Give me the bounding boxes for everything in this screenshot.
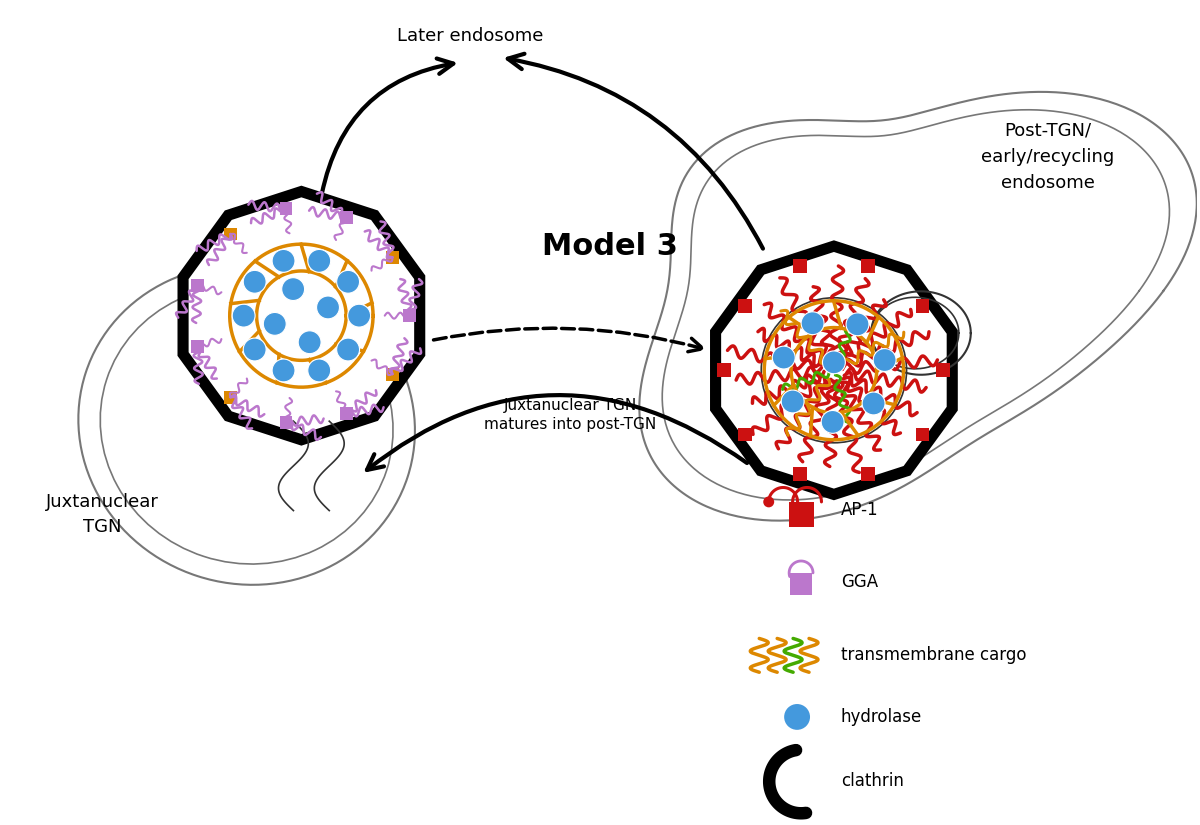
FancyBboxPatch shape — [790, 573, 812, 595]
Circle shape — [822, 351, 845, 374]
FancyBboxPatch shape — [936, 363, 950, 377]
Circle shape — [244, 338, 266, 361]
Circle shape — [773, 346, 796, 369]
FancyBboxPatch shape — [224, 228, 236, 240]
Polygon shape — [184, 191, 420, 440]
Circle shape — [244, 271, 266, 293]
Text: Later endosome: Later endosome — [397, 26, 544, 45]
Circle shape — [781, 390, 804, 413]
Circle shape — [233, 304, 256, 327]
Text: Juxtanuclear
TGN: Juxtanuclear TGN — [46, 493, 158, 535]
FancyBboxPatch shape — [191, 340, 204, 352]
Circle shape — [272, 359, 295, 382]
Circle shape — [821, 411, 844, 433]
Circle shape — [307, 249, 331, 272]
Circle shape — [317, 296, 340, 318]
FancyBboxPatch shape — [386, 251, 398, 264]
Circle shape — [862, 392, 886, 415]
FancyBboxPatch shape — [386, 368, 398, 380]
Circle shape — [874, 349, 896, 371]
FancyBboxPatch shape — [191, 279, 204, 292]
Text: Post-TGN/
early/recycling
endosome: Post-TGN/ early/recycling endosome — [982, 121, 1115, 192]
Circle shape — [272, 249, 295, 272]
FancyBboxPatch shape — [916, 427, 930, 441]
FancyBboxPatch shape — [860, 467, 875, 481]
Circle shape — [337, 271, 360, 293]
Circle shape — [263, 313, 287, 335]
Circle shape — [298, 331, 322, 354]
Text: hydrolase: hydrolase — [841, 708, 922, 726]
FancyBboxPatch shape — [340, 408, 353, 421]
FancyBboxPatch shape — [738, 427, 752, 441]
Text: transmembrane cargo: transmembrane cargo — [841, 646, 1026, 664]
FancyBboxPatch shape — [280, 416, 293, 429]
Polygon shape — [715, 246, 953, 494]
Text: clathrin: clathrin — [841, 772, 904, 790]
Circle shape — [802, 312, 824, 335]
FancyBboxPatch shape — [403, 309, 416, 322]
FancyBboxPatch shape — [718, 363, 731, 377]
Text: Juxtanuclear TGN
matures into post-TGN: Juxtanuclear TGN matures into post-TGN — [484, 398, 656, 432]
Circle shape — [282, 278, 305, 300]
Circle shape — [763, 497, 774, 507]
Circle shape — [348, 304, 371, 327]
FancyBboxPatch shape — [280, 202, 293, 215]
Circle shape — [337, 338, 360, 361]
Circle shape — [784, 704, 810, 730]
FancyBboxPatch shape — [738, 299, 752, 313]
FancyBboxPatch shape — [916, 299, 930, 313]
FancyBboxPatch shape — [224, 391, 236, 403]
Text: GGA: GGA — [841, 573, 878, 591]
Text: AP-1: AP-1 — [841, 502, 878, 519]
Circle shape — [846, 313, 869, 336]
FancyBboxPatch shape — [793, 259, 808, 273]
Text: Model 3: Model 3 — [542, 232, 678, 261]
Circle shape — [307, 359, 331, 382]
FancyBboxPatch shape — [793, 467, 808, 481]
FancyBboxPatch shape — [788, 502, 814, 526]
FancyBboxPatch shape — [340, 211, 353, 224]
FancyBboxPatch shape — [860, 259, 875, 273]
